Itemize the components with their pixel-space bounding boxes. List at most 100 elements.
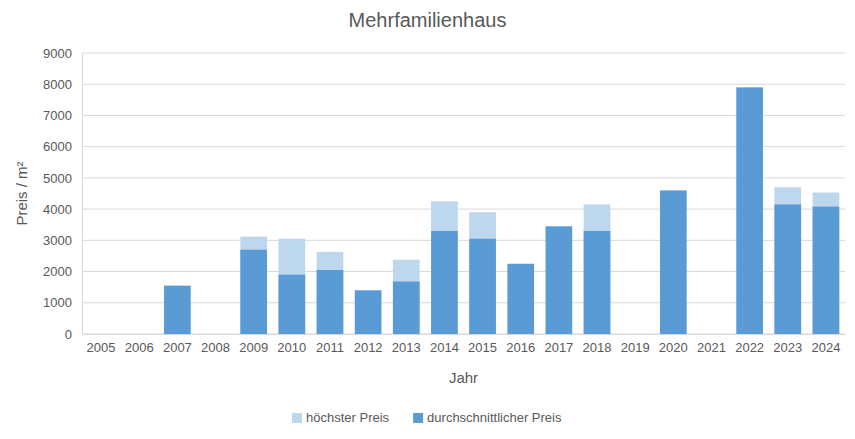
bar (736, 87, 763, 334)
bar (584, 204, 611, 334)
bar (813, 193, 840, 334)
y-tick-label: 2000 (43, 264, 72, 279)
x-tick: 2015 (468, 334, 497, 355)
legend-item: durchschnittlicher Preis (413, 410, 562, 425)
x-tick-label: 2020 (659, 340, 688, 355)
y-tick-label: 3000 (43, 233, 72, 248)
y-tick-label: 7000 (43, 108, 72, 123)
y-axis: 0 1000 2000 3000 4000 5000 6000 7000 8000 9000 (43, 46, 82, 342)
x-tick: 2008 (201, 334, 230, 355)
y-tick-label: 8000 (43, 77, 72, 92)
y-tick: 7000 (43, 108, 82, 123)
x-tick: 2007 (163, 334, 192, 355)
bar (393, 260, 420, 334)
chart: 0 1000 2000 3000 4000 5000 6000 7000 8000 9000 200… (0, 0, 855, 439)
bar (431, 231, 458, 334)
y-tick-label: 4000 (43, 202, 72, 217)
x-tick: 2017 (544, 334, 573, 355)
x-tick-label: 2007 (163, 340, 192, 355)
y-tick-label: 9000 (43, 46, 72, 61)
grid-line (82, 271, 845, 272)
grid-line (82, 177, 845, 178)
y-tick: 2000 (43, 264, 82, 279)
bar (278, 275, 305, 334)
x-tick: 2006 (125, 334, 154, 355)
y-tick-label: 5000 (43, 171, 72, 186)
y-tick: 0 (65, 327, 82, 342)
x-tick: 2009 (239, 334, 268, 355)
x-tick-label: 2014 (430, 340, 459, 355)
bar (774, 187, 801, 334)
y-tick: 3000 (43, 233, 82, 248)
grid-line (82, 146, 845, 147)
y-tick: 4000 (43, 202, 82, 217)
y-tick: 1000 (43, 295, 82, 310)
x-tick: 2013 (392, 334, 421, 355)
x-tick: 2023 (773, 334, 802, 355)
bar (240, 237, 267, 334)
y-tick-label: 1000 (43, 295, 72, 310)
x-tick: 2012 (354, 334, 383, 355)
x-axis-title: Jahr (449, 369, 478, 386)
legend-swatch (292, 413, 302, 423)
bar (584, 231, 611, 334)
plot: 0 1000 2000 3000 4000 5000 6000 7000 8000 9000 200… (43, 46, 845, 356)
grid-line (82, 334, 845, 335)
x-tick: 2005 (87, 334, 116, 355)
bar (164, 286, 191, 334)
x-tick-label: 2018 (583, 340, 612, 355)
x-tick-label: 2006 (125, 340, 154, 355)
bar (469, 212, 496, 334)
bar (431, 201, 458, 334)
bar (355, 290, 382, 334)
legend-swatch (413, 413, 423, 423)
bar (278, 239, 305, 334)
x-tick: 2018 (583, 334, 612, 355)
bar (546, 226, 573, 334)
x-tick-label: 2019 (621, 340, 650, 355)
legend-label: höchster Preis (306, 410, 390, 425)
x-tick-label: 2013 (392, 340, 421, 355)
y-tick: 9000 (43, 46, 82, 61)
bars (164, 87, 839, 334)
x-tick: 2014 (430, 334, 459, 355)
x-tick: 2021 (697, 334, 726, 355)
bar (317, 252, 344, 334)
x-tick: 2022 (735, 334, 764, 355)
x-tick-label: 2005 (87, 340, 116, 355)
bar (813, 207, 840, 334)
x-tick: 2011 (316, 334, 344, 355)
bar (393, 282, 420, 334)
x-tick: 2016 (506, 334, 535, 355)
grid (82, 53, 845, 334)
x-tick-label: 2016 (506, 340, 535, 355)
bar (240, 250, 267, 334)
grid-line (82, 53, 845, 54)
grid-line (82, 240, 845, 241)
y-axis-title: Preis / m² (13, 161, 30, 225)
x-axis: 2005 2006 2007 2008 2009 2010 2011 2012 2013 2014… (83, 334, 846, 355)
y-tick-label: 6000 (43, 139, 72, 154)
x-tick: 2020 (659, 334, 688, 355)
bar (469, 239, 496, 334)
x-tick-label: 2011 (316, 340, 344, 355)
x-tick-label: 2012 (354, 340, 383, 355)
title: Mehrfamilienhaus (349, 9, 507, 31)
x-tick: 2010 (277, 334, 306, 355)
x-tick-label: 2017 (544, 340, 573, 355)
grid-line (82, 84, 845, 85)
x-tick-label: 2021 (697, 340, 726, 355)
x-tick-label: 2015 (468, 340, 497, 355)
y-tick: 8000 (43, 77, 82, 92)
legend-item: höchster Preis (292, 410, 390, 425)
grid-line (82, 115, 845, 116)
x-tick-label: 2009 (239, 340, 268, 355)
y-tick: 6000 (43, 139, 82, 154)
x-tick: 2024 (811, 334, 840, 355)
x-tick-label: 2010 (277, 340, 306, 355)
x-tick-label: 2008 (201, 340, 230, 355)
x-tick: 2019 (621, 334, 650, 355)
y-tick-label: 0 (65, 327, 72, 342)
grid-line (82, 209, 845, 210)
legend-label: durchschnittlicher Preis (427, 410, 562, 425)
